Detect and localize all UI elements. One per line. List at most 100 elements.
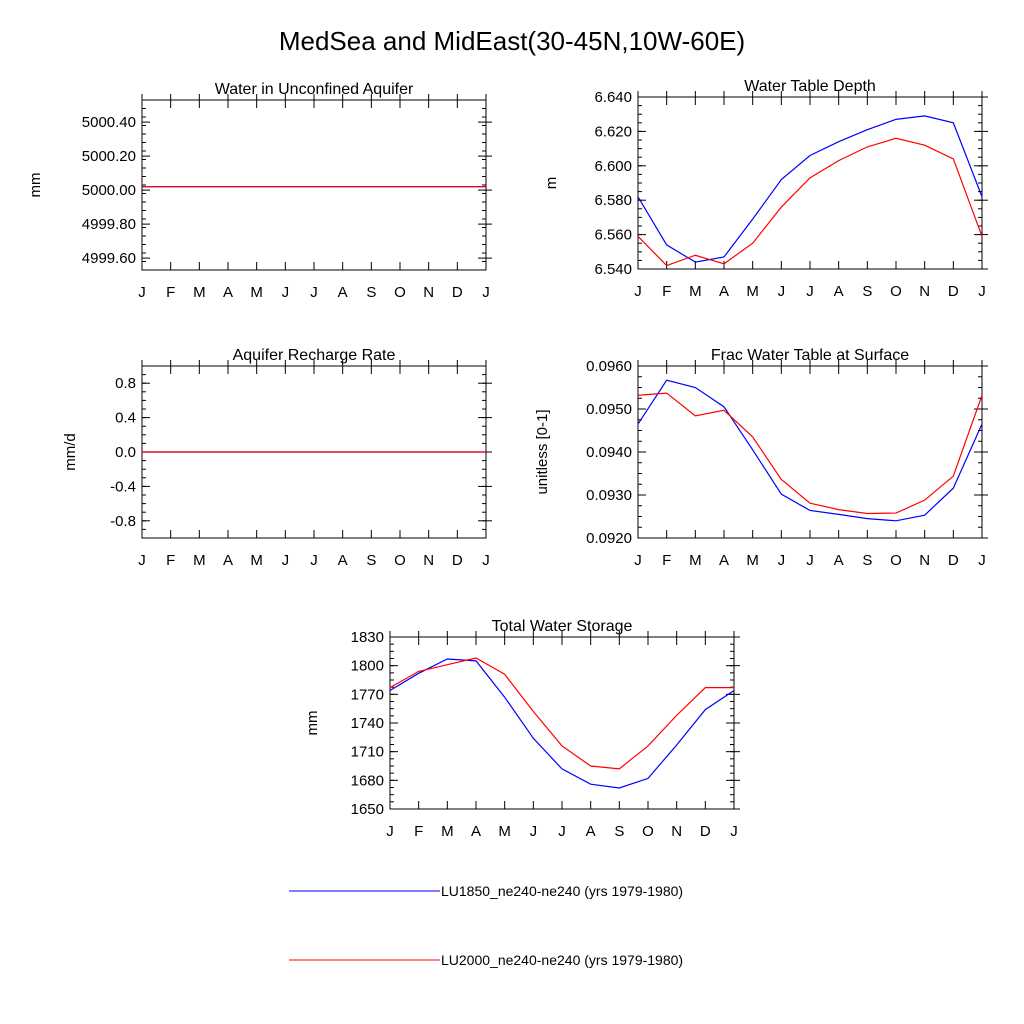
y-axis-label: m xyxy=(543,177,560,190)
x-tick-label: O xyxy=(394,284,406,301)
panel-title: Water in Unconfined Aquifer xyxy=(215,81,414,98)
x-tick-label: A xyxy=(719,552,729,569)
x-tick-label: M xyxy=(193,284,206,301)
series-line-lu1850 xyxy=(637,115,983,263)
y-tick-label: 1710 xyxy=(351,744,384,761)
x-tick-label: J xyxy=(978,552,986,569)
x-tick-label: J xyxy=(778,283,786,300)
x-tick-label: J xyxy=(482,284,490,301)
plot-frame xyxy=(141,99,487,271)
x-tick-label: F xyxy=(166,552,175,569)
x-tick-label: J xyxy=(310,552,318,569)
x-tick-label: D xyxy=(948,283,959,300)
x-tick-label: J xyxy=(978,283,986,300)
x-tick-label: J xyxy=(310,284,318,301)
x-tick-label: A xyxy=(586,823,596,840)
y-tick-label: 0.8 xyxy=(115,375,136,392)
y-tick-label: 0.0 xyxy=(115,444,136,461)
x-tick-label: O xyxy=(394,552,406,569)
y-tick-label: 1800 xyxy=(351,658,384,675)
legend-entry-lu1850: LU1850_ne240-ne240 (yrs 1979-1980) xyxy=(289,883,683,899)
x-tick-label: J xyxy=(138,284,146,301)
x-tick-label: S xyxy=(862,552,872,569)
y-tick-label: 0.0950 xyxy=(586,401,632,418)
x-tick-label: M xyxy=(689,552,702,569)
y-tick-label: 5000.00 xyxy=(82,182,136,199)
x-tick-label: N xyxy=(919,283,930,300)
x-tick-label: D xyxy=(700,823,711,840)
x-tick-label: J xyxy=(282,552,290,569)
y-tick-label: 0.0960 xyxy=(586,358,632,375)
x-tick-label: M xyxy=(193,552,206,569)
panel-title: Water Table Depth xyxy=(744,78,876,95)
x-tick-label: M xyxy=(250,284,263,301)
x-tick-label: J xyxy=(634,552,642,569)
series-line-lu2000 xyxy=(637,392,983,515)
x-tick-label: J xyxy=(806,283,814,300)
x-tick-label: A xyxy=(338,552,348,569)
x-tick-label: J xyxy=(138,552,146,569)
y-tick-label: 5000.40 xyxy=(82,114,136,131)
x-tick-label: F xyxy=(662,552,671,569)
x-tick-label: M xyxy=(689,283,702,300)
x-tick-label: A xyxy=(719,283,729,300)
x-tick-label: A xyxy=(223,552,233,569)
y-tick-label: 6.620 xyxy=(594,123,632,140)
x-tick-label: S xyxy=(862,283,872,300)
y-tick-label: 1830 xyxy=(351,629,384,646)
x-tick-label: J xyxy=(282,284,290,301)
legend-label-lu2000: LU2000_ne240-ne240 (yrs 1979-1980) xyxy=(441,952,683,968)
y-tick-label: 6.560 xyxy=(594,227,632,244)
plot-frame xyxy=(637,96,983,270)
x-tick-label: F xyxy=(166,284,175,301)
y-tick-label: 4999.80 xyxy=(82,216,136,233)
y-tick-label: 0.0940 xyxy=(586,444,632,461)
y-tick-label: 1650 xyxy=(351,801,384,818)
y-tick-label: -0.4 xyxy=(110,478,136,495)
x-tick-label: S xyxy=(614,823,624,840)
x-tick-label: A xyxy=(223,284,233,301)
x-tick-label: N xyxy=(423,284,434,301)
y-axis-label: mm/d xyxy=(62,433,79,471)
x-tick-label: J xyxy=(778,552,786,569)
y-tick-label: 6.540 xyxy=(594,261,632,278)
legend-label-lu1850: LU1850_ne240-ne240 (yrs 1979-1980) xyxy=(441,883,683,899)
x-tick-label: A xyxy=(834,283,844,300)
x-tick-label: D xyxy=(452,552,463,569)
panel-4: Frac Water Table at Surface unitless [0-1… xyxy=(534,347,988,569)
figure-title: MedSea and MidEast(30-45N,10W-60E) xyxy=(279,26,745,56)
x-tick-label: M xyxy=(746,552,759,569)
series-line-lu2000 xyxy=(637,137,983,267)
x-tick-label: M xyxy=(746,283,759,300)
x-tick-label: J xyxy=(530,823,538,840)
x-tick-label: J xyxy=(730,823,738,840)
y-tick-label: 6.640 xyxy=(594,89,632,106)
x-tick-label: M xyxy=(498,823,511,840)
y-axis-label: unitless [0-1] xyxy=(534,409,551,494)
x-tick-label: S xyxy=(366,284,376,301)
y-tick-label: 5000.20 xyxy=(82,148,136,165)
y-axis-label: mm xyxy=(304,711,321,736)
y-tick-label: 6.600 xyxy=(594,158,632,175)
x-tick-label: D xyxy=(948,552,959,569)
x-tick-label: A xyxy=(471,823,481,840)
x-tick-label: N xyxy=(423,552,434,569)
y-tick-label: 1740 xyxy=(351,715,384,732)
series-line-lu2000 xyxy=(389,657,734,770)
series-line-lu1850 xyxy=(389,658,735,789)
x-tick-label: J xyxy=(806,552,814,569)
plot-frame xyxy=(389,636,735,810)
y-tick-label: 4999.60 xyxy=(82,250,136,267)
x-tick-label: S xyxy=(366,552,376,569)
y-tick-label: 0.4 xyxy=(115,410,136,427)
x-tick-label: M xyxy=(250,552,263,569)
y-tick-label: -0.8 xyxy=(110,513,136,530)
y-tick-label: 0.0930 xyxy=(586,487,632,504)
series-line-lu1850 xyxy=(637,379,983,522)
y-tick-label: 1680 xyxy=(351,772,384,789)
legend-entry-lu2000: LU2000_ne240-ne240 (yrs 1979-1980) xyxy=(289,952,683,968)
